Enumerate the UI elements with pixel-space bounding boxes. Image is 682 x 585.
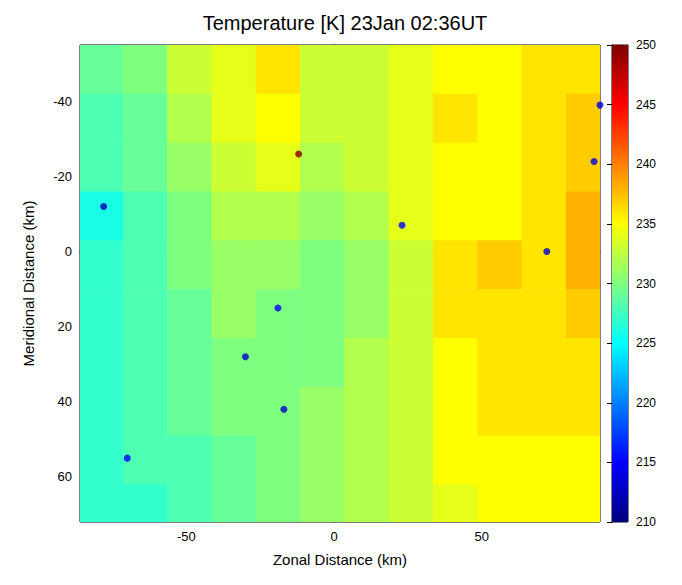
svg-text:60: 60 (58, 469, 72, 484)
svg-text:-50: -50 (177, 529, 196, 544)
svg-text:50: 50 (475, 529, 489, 544)
svg-text:40: 40 (58, 394, 72, 409)
svg-text:250: 250 (636, 38, 656, 52)
svg-text:-40: -40 (53, 94, 72, 109)
svg-text:215: 215 (636, 455, 656, 469)
svg-text:-20: -20 (53, 169, 72, 184)
svg-text:240: 240 (636, 157, 656, 171)
svg-text:Zonal Distance (km): Zonal Distance (km) (273, 551, 407, 568)
svg-text:235: 235 (636, 217, 656, 231)
svg-text:20: 20 (58, 319, 72, 334)
svg-text:0: 0 (65, 244, 72, 259)
svg-text:0: 0 (330, 529, 337, 544)
svg-text:225: 225 (636, 336, 656, 350)
svg-text:230: 230 (636, 277, 656, 291)
svg-text:210: 210 (636, 515, 656, 529)
svg-text:Temperature [K] 23Jan 02:36UT: Temperature [K] 23Jan 02:36UT (203, 12, 488, 34)
svg-text:245: 245 (636, 98, 656, 112)
svg-text:220: 220 (636, 396, 656, 410)
svg-text:Meridional Distance (km): Meridional Distance (km) (20, 201, 37, 367)
